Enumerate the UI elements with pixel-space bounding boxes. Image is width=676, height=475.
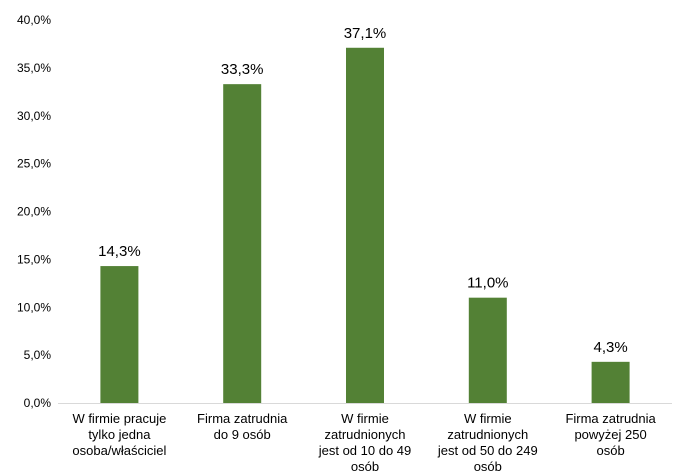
y-tick-label: 25,0% — [17, 157, 51, 171]
x-tick-label: W firmie zatrudnionych jest od 10 do 49 osó… — [318, 411, 412, 474]
data-label: 33,3% — [221, 61, 264, 78]
data-labels: 14,3% 33,3% 37,1% 11,0% 4,3% — [98, 25, 628, 356]
bar — [346, 47, 384, 404]
x-axis-tick-labels: W firmie pracuje tylko jedna osoba/właścic… — [72, 411, 656, 474]
y-tick-label: 35,0% — [17, 61, 51, 75]
y-tick-label: 30,0% — [17, 109, 51, 123]
y-tick-label: 0,0% — [24, 396, 52, 410]
y-tick-label: 40,0% — [17, 13, 51, 27]
y-tick-label: 10,0% — [17, 300, 51, 314]
bar — [100, 266, 139, 403]
data-label: 14,3% — [98, 243, 141, 260]
x-tick-label: W firmie pracuje tylko jedna osoba/właścic… — [72, 411, 166, 458]
x-tick-label: Firma zatrudnia do 9 osób — [197, 411, 288, 442]
data-label: 4,3% — [593, 339, 627, 356]
bars — [100, 47, 630, 404]
y-tick-label: 20,0% — [17, 205, 51, 219]
y-tick-label: 5,0% — [24, 348, 52, 362]
bar — [468, 297, 507, 403]
x-tick-label: W firmie zatrudnionych jest od 50 do 249 os… — [437, 411, 538, 474]
y-axis-tick-labels: 0,0% 5,0% 10,0% 15,0% 20,0% 25,0% 30,0% 35,0% 40… — [17, 13, 51, 410]
data-label: 11,0% — [467, 275, 508, 292]
bar — [223, 84, 262, 403]
bar — [591, 361, 630, 403]
y-tick-label: 15,0% — [17, 252, 51, 266]
x-tick-label: Firma zatrudnia powyżej 250 osób — [565, 411, 656, 458]
data-label: 37,1% — [344, 25, 387, 42]
